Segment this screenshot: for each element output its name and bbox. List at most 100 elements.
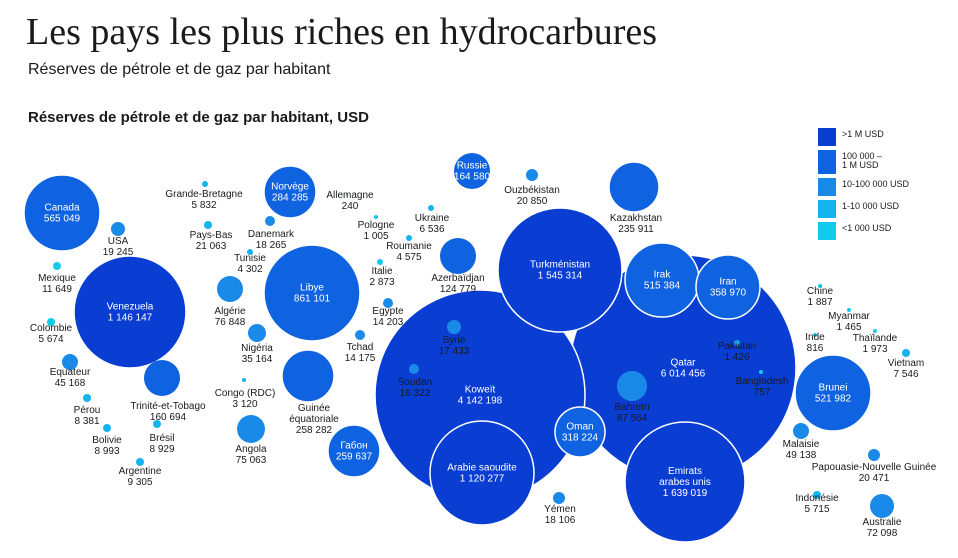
bubble-label-guinee-equatoriale: Guinée équatoriale 258 282 <box>289 403 339 436</box>
bubble-label-yemen: Yémen 18 106 <box>544 504 576 526</box>
page-title: Les pays les plus riches en hydrocarbure… <box>26 11 658 53</box>
bubble-label-danemark: Danemark 18 265 <box>248 229 295 251</box>
bubble-guinee-equatoriale <box>281 349 335 403</box>
bubble-pologne <box>374 215 378 219</box>
bubble-label-ouzbekistan: Ouzbékistan 20 850 <box>504 185 560 207</box>
chart-title: Réserves de pétrole et de gaz par habita… <box>28 109 369 126</box>
bubble-label-turkmenistan: Turkménistan 1 545 314 <box>530 260 590 282</box>
legend-label: 1-10 000 USD <box>842 201 900 211</box>
bubble-ouzbekistan <box>526 169 538 181</box>
bubble-label-bolivie: Bolivie 8 993 <box>92 435 122 457</box>
bubble-libye <box>263 244 361 342</box>
bubble-label-mexique: Mexique 11 649 <box>38 273 76 295</box>
bubble-soudan <box>409 364 419 374</box>
bubble-label-norvege: Norvège 284 285 <box>271 182 309 204</box>
bubble-malaisie <box>793 423 809 439</box>
bubble-label-azerbaidjan: Azerbaïdjan 124 779 <box>431 273 484 295</box>
bubble-turkmenistan <box>497 207 623 333</box>
bubble-label-congo-rdc: Congo (RDC) 3 120 <box>215 388 276 410</box>
legend-label: <1 000 USD <box>842 223 892 233</box>
bubble-perou <box>83 394 91 402</box>
legend-swatch <box>818 150 836 174</box>
bubble-label-qatar: Qatar 6 014 456 <box>661 358 706 380</box>
bubble-label-australie: Australie 72 098 <box>863 517 902 539</box>
bubble-kazakhstan <box>608 161 660 213</box>
bubble-label-bangladesh: Bangladesh 757 <box>736 376 789 398</box>
bubble-indonesie <box>813 491 821 499</box>
bubble-label-canada: Canada 565 049 <box>44 203 81 225</box>
legend-label: 10-100 000 USD <box>842 179 910 189</box>
bubble-label-brunei: Brunei 521 982 <box>815 383 852 405</box>
bubble-yemen <box>553 492 565 504</box>
bubble-myanmar <box>847 308 851 312</box>
bubble-label-colombie: Colombie 5 674 <box>30 323 73 345</box>
bubble-label-pologne: Pologne 1 005 <box>358 220 395 242</box>
bubble-label-equateur: Equateur 45 168 <box>50 367 91 389</box>
bubble-mexique <box>53 262 61 270</box>
bubble-label-malaisie: Malaisie 49 138 <box>783 439 820 461</box>
bubble- <box>327 424 381 478</box>
bubble-trinite-et-tobago <box>144 360 180 396</box>
bubble-roumanie <box>406 235 412 241</box>
bubble-bresil <box>153 420 161 428</box>
bubble-label-papouasie-nouvelle-guinee: Papouasie-Nouvelle Guinée 20 471 <box>812 462 937 484</box>
legend-swatch <box>818 128 836 146</box>
bubble-argentine <box>136 458 144 466</box>
bubble-label-tchad: Tchad 14 175 <box>345 342 376 364</box>
legend-swatch <box>818 222 836 240</box>
bubble-label-venezuela: Venezuela 1 146 147 <box>107 302 154 324</box>
legend-swatch <box>818 178 836 196</box>
bubble-usa <box>111 222 125 236</box>
bubble-label-kazakhstan: Kazakhstan 235 911 <box>610 213 662 235</box>
bubble-azerbaidjan <box>440 238 476 274</box>
bubble-pakistan <box>734 340 740 346</box>
bubble-label-pays-bas: Pays-Bas 21 063 <box>190 230 233 252</box>
bubble-emirats-arabes-unis <box>624 421 746 543</box>
bubble-canada <box>23 174 101 252</box>
bubble-oman <box>554 406 606 458</box>
bubble-bahrein <box>617 371 647 401</box>
bubble-label-: Габон 259 637 <box>336 440 373 463</box>
bubble-papouasie-nouvelle-guinee <box>868 449 880 461</box>
bubble-label-inde: Inde 816 <box>805 332 825 354</box>
bubble-norvege <box>263 165 317 219</box>
bubble-label-russie: Russie 164 580 <box>454 161 491 183</box>
bubble-label-allemagne: Allemagne 240 <box>326 190 374 212</box>
bubble-italie <box>377 259 383 265</box>
bubble-bolivie <box>103 424 111 432</box>
bubble-label-nigeria: Nigéria 35 164 <box>241 343 273 365</box>
bubble-label-oman: Oman 318 224 <box>562 422 599 444</box>
bubble-chine <box>818 284 822 288</box>
bubble-label-chine: Chine 1 887 <box>807 286 834 308</box>
bubble-algerie <box>217 276 243 302</box>
bubble-tchad <box>355 330 365 340</box>
bubble-label-angola: Angola 75 063 <box>235 444 267 466</box>
bubble-australie <box>870 494 894 518</box>
bubble-label-soudan: Soudan 16 322 <box>398 377 432 399</box>
bubble-equateur <box>62 354 78 370</box>
bubble-label-algerie: Algérie 76 848 <box>214 306 246 328</box>
bubble-label-vietnam: Vietnam 7 546 <box>888 358 925 380</box>
bubble-label-argentine: Argentine 9 305 <box>119 466 162 488</box>
bubble-egypte <box>383 298 393 308</box>
bubble-bangladesh <box>759 370 763 374</box>
bubble-grande-bretagne <box>202 181 208 187</box>
bubble-label-irak: Irak 515 384 <box>644 270 681 292</box>
bubble-congo-rdc <box>242 378 246 382</box>
bubble-syrie <box>447 320 461 334</box>
bubble-label-indonesie: Indonésie 5 715 <box>795 493 839 515</box>
bubble-colombie <box>47 318 55 326</box>
bubble-label-syrie: Syrie 17 433 <box>439 335 470 357</box>
bubble-label-arabie-saoudite: Arabie saoudite 1 120 277 <box>447 463 517 485</box>
bubble-thailande <box>873 329 877 333</box>
page-subtitle: Réserves de pétrole et de gaz par habita… <box>28 61 331 78</box>
bubble-label-iran: Iran 358 970 <box>710 277 747 299</box>
bubble-venezuela <box>73 255 187 369</box>
bubble-tunisie <box>247 249 253 255</box>
bubble-label-libye: Libye 861 101 <box>294 283 331 305</box>
bubble-label-tunisie: Tunisie 4 302 <box>234 253 266 275</box>
bubble-label-bahrein: Bahreïn 87 564 <box>614 402 649 424</box>
legend-label: >1 M USD <box>842 129 884 139</box>
bubble-label-bresil: Brésil 8 929 <box>149 433 174 455</box>
